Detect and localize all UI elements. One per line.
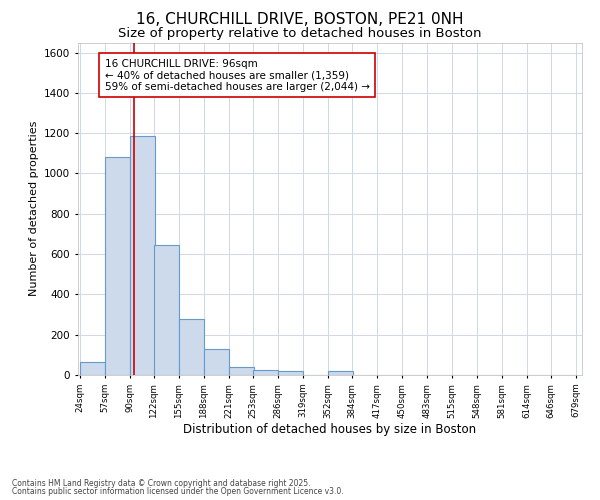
Text: 16 CHURCHILL DRIVE: 96sqm
← 40% of detached houses are smaller (1,359)
59% of se: 16 CHURCHILL DRIVE: 96sqm ← 40% of detac… — [104, 58, 370, 92]
Bar — [328, 371, 353, 375]
Bar — [80, 362, 104, 375]
Bar — [204, 349, 229, 375]
Text: Contains public sector information licensed under the Open Government Licence v3: Contains public sector information licen… — [12, 487, 344, 496]
Bar — [104, 158, 130, 375]
Text: Contains HM Land Registry data © Crown copyright and database right 2025.: Contains HM Land Registry data © Crown c… — [12, 478, 311, 488]
Bar — [179, 318, 204, 375]
X-axis label: Distribution of detached houses by size in Boston: Distribution of detached houses by size … — [184, 423, 476, 436]
Bar — [229, 367, 254, 375]
Bar — [130, 136, 155, 375]
Text: 16, CHURCHILL DRIVE, BOSTON, PE21 0NH: 16, CHURCHILL DRIVE, BOSTON, PE21 0NH — [136, 12, 464, 28]
Text: Size of property relative to detached houses in Boston: Size of property relative to detached ho… — [118, 28, 482, 40]
Bar — [154, 245, 179, 375]
Bar — [278, 371, 303, 375]
Y-axis label: Number of detached properties: Number of detached properties — [29, 121, 38, 296]
Bar — [253, 370, 278, 375]
